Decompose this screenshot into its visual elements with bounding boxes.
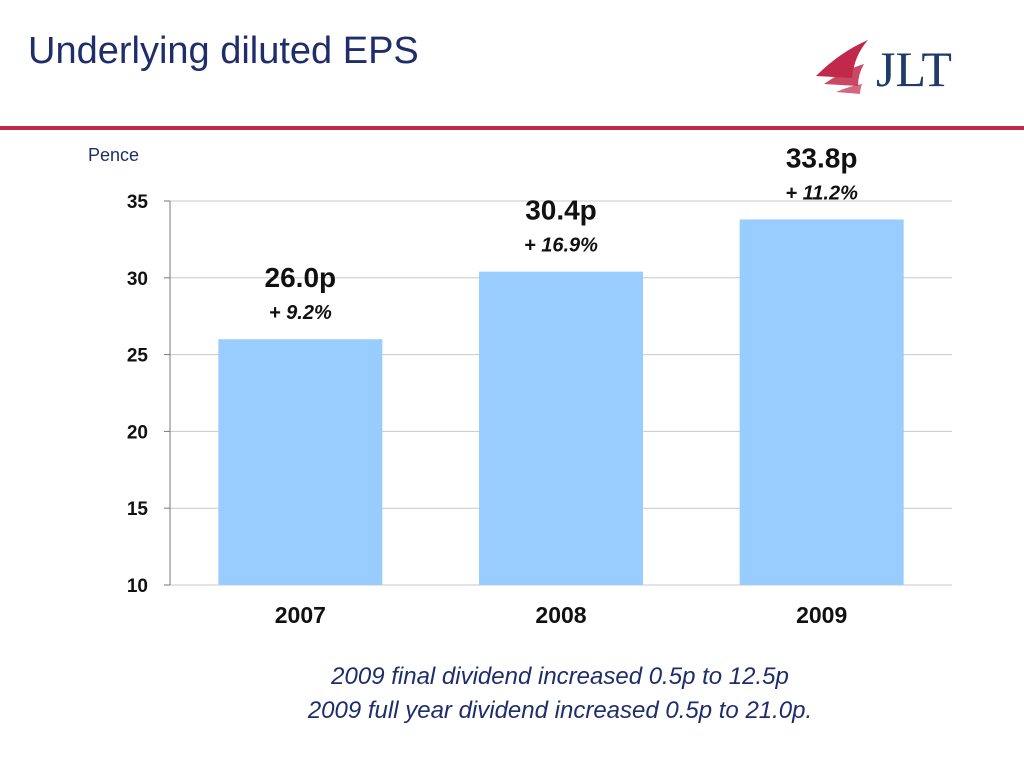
y-tick-label: 25 — [127, 346, 149, 367]
growth-label: + 9.2% — [269, 302, 332, 324]
data-label: 26.0p — [265, 262, 337, 293]
y-tick-label: 20 — [127, 422, 148, 443]
y-tick-label: 15 — [127, 499, 149, 520]
note-final-dividend: 2009 final dividend increased 0.5p to 12… — [331, 663, 789, 690]
x-tick-label: 2009 — [796, 602, 847, 628]
bar — [218, 339, 383, 585]
sail-icon — [816, 40, 868, 94]
x-tick-label: 2008 — [535, 602, 586, 628]
logo-text: JLT — [876, 41, 952, 97]
header-divider — [0, 126, 1024, 130]
y-tick-label: 35 — [127, 192, 149, 213]
jlt-logo: JLT — [816, 40, 952, 97]
page-title: Underlying diluted EPS — [28, 30, 419, 72]
y-axis-unit-label: Pence — [88, 145, 140, 165]
bar — [479, 271, 643, 585]
y-tick-label: 10 — [127, 576, 148, 597]
y-tick-label: 30 — [127, 269, 148, 290]
note-full-year-dividend: 2009 full year dividend increased 0.5p t… — [307, 697, 813, 724]
dividend-notes: 2009 final dividend increased 0.5p to 12… — [200, 660, 920, 728]
bar — [739, 219, 904, 585]
growth-label: + 16.9% — [524, 235, 598, 257]
data-label: 33.8p — [786, 142, 858, 173]
x-tick-label: 2007 — [275, 602, 326, 628]
growth-label: + 11.2% — [785, 182, 858, 204]
data-label: 30.4p — [525, 195, 597, 226]
